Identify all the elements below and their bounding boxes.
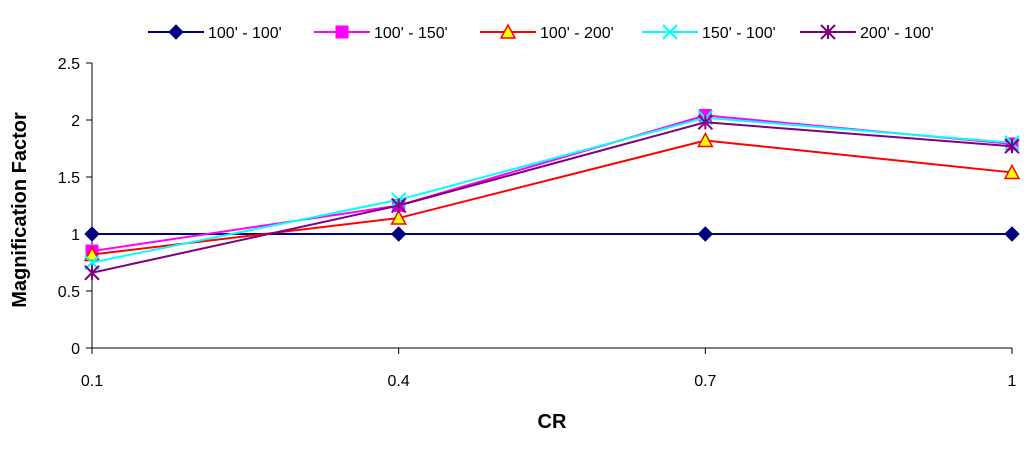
data-point <box>1003 163 1021 180</box>
data-point <box>83 245 101 262</box>
data-point <box>697 131 714 148</box>
series-group <box>83 108 1021 281</box>
y-axis-title: Magnification Factor <box>9 112 31 308</box>
series-3 <box>83 131 1021 262</box>
series-line <box>91 116 1013 264</box>
y-tick-label: 0 <box>71 341 80 358</box>
legend-item: 200' - 100' <box>800 24 934 42</box>
data-point <box>697 226 714 242</box>
y-tick-label: 2 <box>71 113 80 130</box>
y-axis-ticks: 0 0.5 1 1.5 2 2.5 <box>58 56 92 358</box>
x-tick-label: 0.4 <box>388 373 410 390</box>
series-4 <box>84 110 1020 271</box>
data-point <box>390 226 407 242</box>
data-point <box>84 265 100 281</box>
y-tick-label: 1 <box>71 227 80 244</box>
legend-item: 100' - 200' <box>480 23 614 42</box>
data-point <box>390 197 407 214</box>
data-point <box>697 114 714 130</box>
data-point <box>662 24 678 40</box>
legend-label: 100' - 100' <box>208 25 282 42</box>
data-point <box>820 24 836 40</box>
y-tick-label: 0.5 <box>58 284 80 301</box>
legend-label: 200' - 100' <box>860 25 934 42</box>
axes <box>91 63 1012 349</box>
legend-item: 100' - 150' <box>314 25 448 42</box>
legend-item: 100' - 100' <box>148 24 282 42</box>
series-line <box>91 139 1013 256</box>
data-point <box>335 25 349 39</box>
x-tick-label: 0.7 <box>694 373 716 390</box>
data-point <box>499 23 517 39</box>
legend: 100' - 100' 100' - 150' 100' - 200' 150' - … <box>148 23 934 42</box>
data-point <box>168 24 184 40</box>
data-point <box>1004 226 1020 242</box>
data-point <box>1004 138 1020 154</box>
series-1 <box>84 226 1020 242</box>
x-axis-ticks: 0.1 0.4 0.7 1 <box>81 348 1017 390</box>
x-tick-label: 0.1 <box>81 373 103 390</box>
legend-label: 150' - 100' <box>702 25 776 42</box>
y-tick-label: 2.5 <box>58 56 80 73</box>
series-5 <box>84 114 1020 281</box>
x-tick-label: 1 <box>1008 373 1017 390</box>
legend-label: 100' - 200' <box>540 25 614 42</box>
legend-label: 100' - 150' <box>374 25 448 42</box>
data-point <box>84 226 100 242</box>
x-axis-title: CR <box>538 411 567 433</box>
series-line <box>91 121 1013 274</box>
data-point <box>390 209 407 225</box>
legend-item: 150' - 100' <box>642 24 776 42</box>
y-tick-label: 1.5 <box>58 170 80 187</box>
